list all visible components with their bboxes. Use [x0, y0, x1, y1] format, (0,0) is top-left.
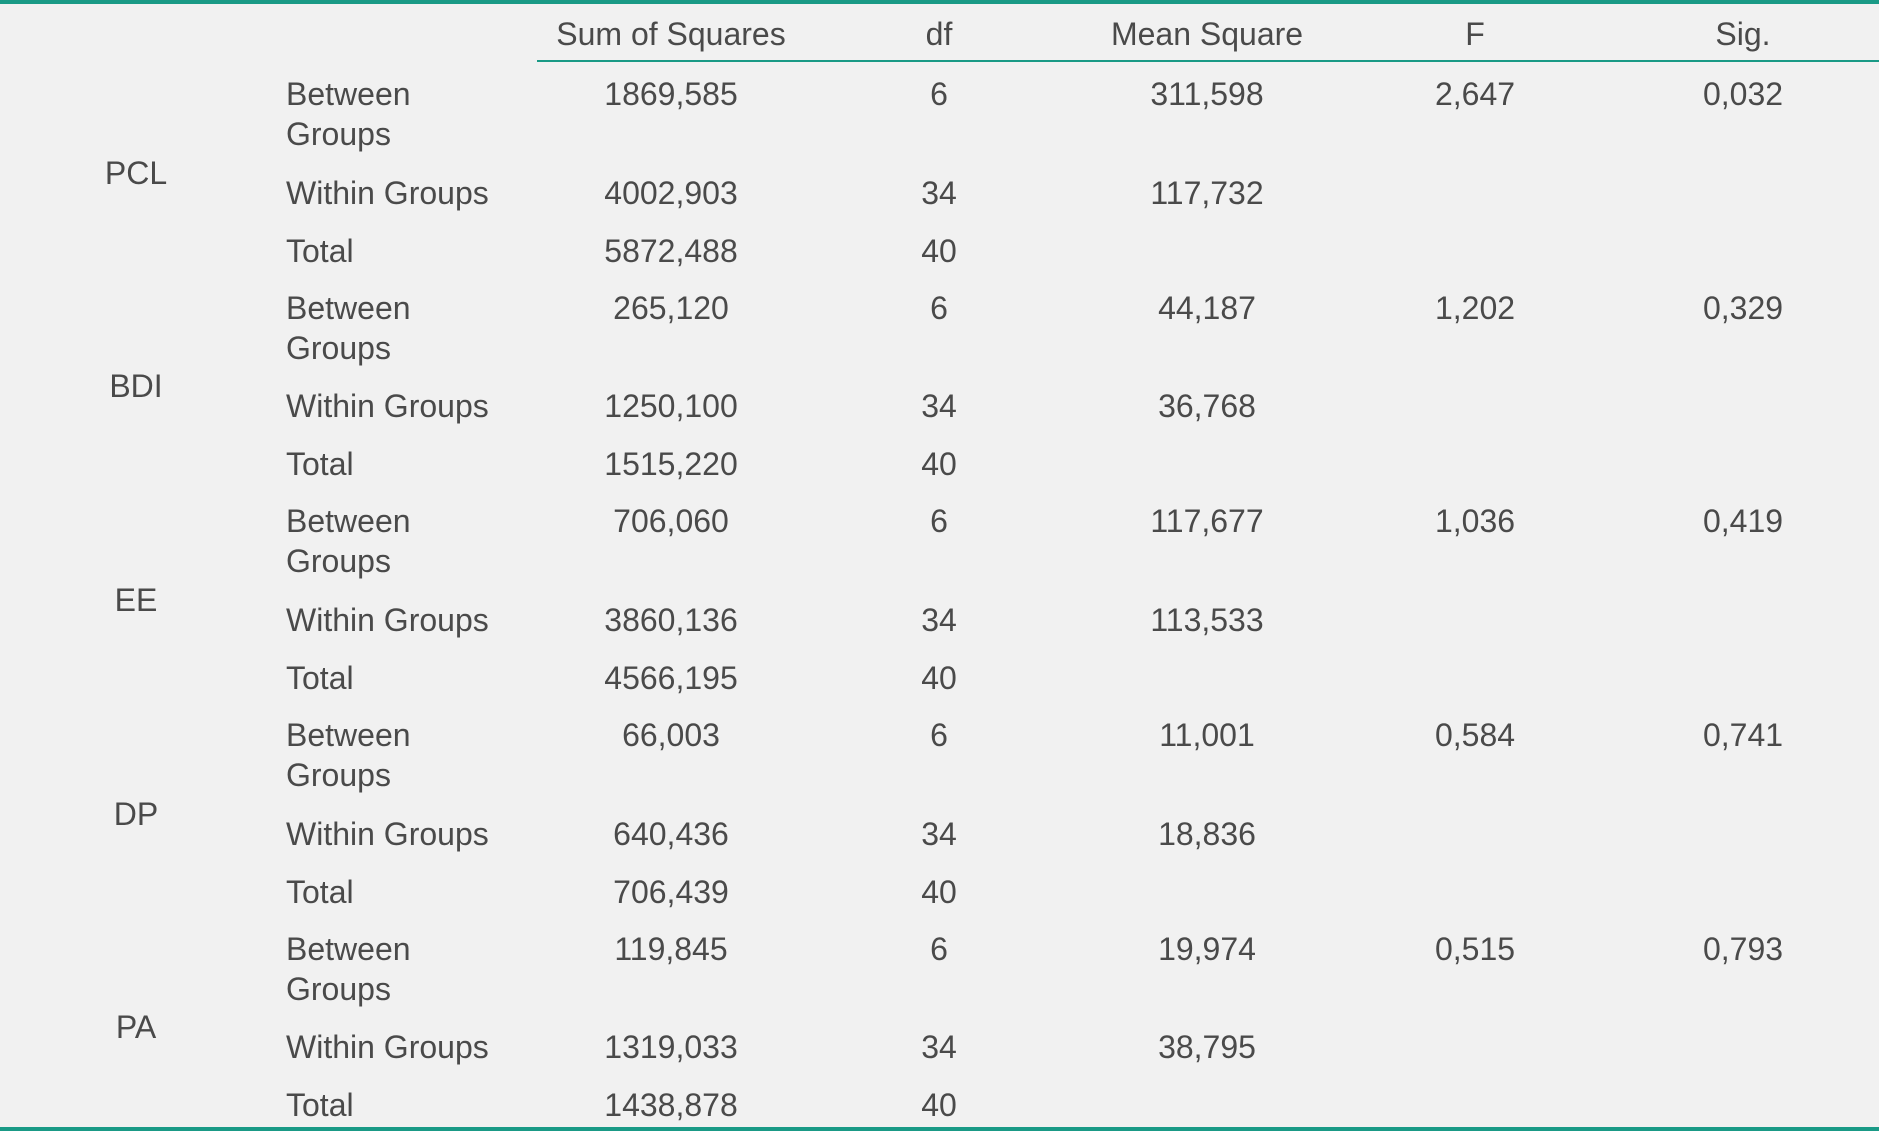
- cell-df: 34: [921, 388, 957, 424]
- cell-df: 6: [930, 931, 948, 967]
- cell-df: 40: [921, 660, 957, 696]
- cell-ms: 117,677: [1150, 503, 1264, 539]
- cell-df: 6: [930, 290, 948, 326]
- cell-f: 1,036: [1434, 503, 1516, 539]
- cell-ss: 66,003: [622, 717, 720, 753]
- cell-ms: 18,836: [1158, 816, 1256, 852]
- cell-ss: 1438,878: [604, 1087, 738, 1123]
- header-mean-square: Mean Square: [1110, 16, 1304, 52]
- cell-ss: 1319,033: [604, 1029, 738, 1065]
- cell-f: 0,515: [1434, 931, 1516, 967]
- cell-df: 34: [921, 175, 957, 211]
- cell-df: 34: [921, 816, 957, 852]
- row-source: Within Groups: [286, 388, 489, 424]
- group-label-dp: DP: [113, 796, 159, 832]
- header-sum-of-squares: Sum of Squares: [556, 16, 786, 52]
- cell-ms: 11,001: [1159, 717, 1255, 753]
- row-source: Within Groups: [286, 1029, 489, 1065]
- header-sig: Sig.: [1715, 16, 1771, 52]
- group-label-ee: EE: [114, 582, 158, 618]
- cell-df: 40: [921, 233, 957, 269]
- cell-ss: 706,060: [613, 503, 729, 539]
- row-source: Total: [286, 1087, 354, 1123]
- cell-ms: 113,533: [1150, 602, 1264, 638]
- cell-f: 0,584: [1434, 717, 1516, 753]
- cell-df: 40: [921, 1087, 957, 1123]
- cell-ms: 117,732: [1150, 175, 1264, 211]
- cell-ss: 265,120: [613, 290, 729, 326]
- row-source: Between Groups: [286, 931, 411, 1007]
- cell-ss: 1250,100: [604, 388, 738, 424]
- cell-sig: 0,329: [1702, 290, 1784, 326]
- row-source: Between Groups: [286, 717, 411, 793]
- table-header: Sum of Squares df Mean Square F Sig.: [0, 4, 1879, 61]
- header-divider: [537, 60, 1879, 62]
- cell-df: 6: [930, 503, 948, 539]
- cell-ss: 1869,585: [604, 76, 738, 112]
- cell-df: 40: [921, 874, 957, 910]
- row-source: Total: [286, 874, 354, 910]
- row-source: Between Groups: [286, 503, 411, 579]
- cell-df: 6: [930, 76, 948, 112]
- cell-ms: 38,795: [1158, 1029, 1256, 1065]
- group-label-bdi: BDI: [109, 368, 163, 404]
- cell-ss: 4002,903: [604, 175, 738, 211]
- cell-ss: 3860,136: [604, 602, 738, 638]
- row-source: Total: [286, 660, 354, 696]
- cell-ms: 19,974: [1158, 931, 1256, 967]
- cell-df: 6: [930, 717, 948, 753]
- cell-f: 2,647: [1434, 76, 1516, 112]
- cell-ss: 4566,195: [604, 660, 738, 696]
- cell-ms: 44,187: [1158, 290, 1256, 326]
- row-source: Total: [286, 233, 354, 269]
- row-source: Total: [286, 446, 354, 482]
- cell-sig: 0,032: [1702, 76, 1784, 112]
- cell-ss: 119,845: [614, 931, 728, 967]
- cell-ss: 640,436: [613, 816, 729, 852]
- cell-ms: 36,768: [1158, 388, 1256, 424]
- cell-ss: 5872,488: [604, 233, 738, 269]
- cell-ss: 706,439: [613, 874, 729, 910]
- header-df: df: [925, 16, 953, 52]
- cell-df: 40: [921, 446, 957, 482]
- header-f: F: [1465, 16, 1485, 52]
- row-source: Within Groups: [286, 816, 489, 852]
- cell-sig: 0,793: [1702, 931, 1784, 967]
- cell-sig: 0,419: [1702, 503, 1784, 539]
- group-label-pcl: PCL: [104, 155, 168, 191]
- group-label-pa: PA: [115, 1009, 157, 1045]
- cell-df: 34: [921, 602, 957, 638]
- row-source: Within Groups: [286, 602, 489, 638]
- row-source: Between Groups: [286, 290, 411, 366]
- cell-f: 1,202: [1434, 290, 1516, 326]
- cell-ms: 311,598: [1150, 76, 1264, 112]
- cell-sig: 0,741: [1702, 717, 1784, 753]
- cell-ss: 1515,220: [604, 446, 738, 482]
- row-source: Between Groups: [286, 76, 411, 152]
- cell-df: 34: [921, 1029, 957, 1065]
- row-source: Within Groups: [286, 175, 489, 211]
